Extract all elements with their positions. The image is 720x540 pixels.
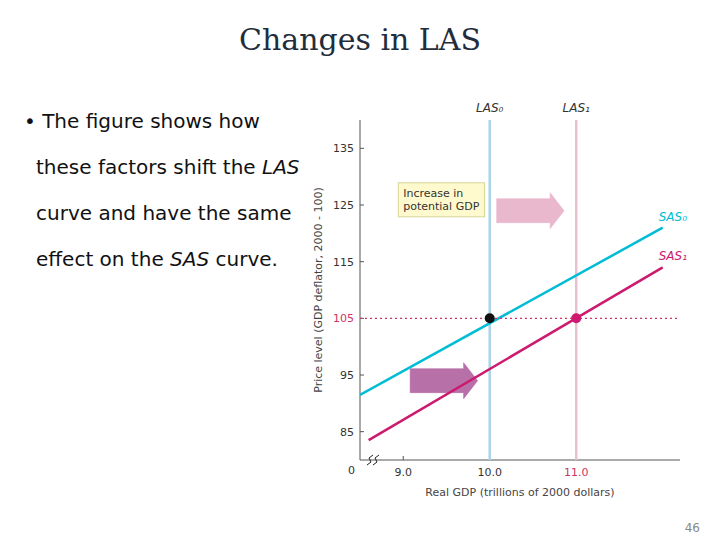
bullet-word: have — [136, 201, 191, 225]
y-tick-label: 95 — [340, 369, 354, 382]
x-axis-label: Real GDP (trillions of 2000 dollars) — [425, 486, 614, 499]
shift-arrow — [497, 193, 564, 229]
bullet-word: same — [231, 201, 292, 225]
bullet-word: figure — [79, 109, 143, 133]
bullet-word: SAS — [164, 247, 210, 271]
bullet-line: • The figure shows how — [24, 109, 260, 133]
y-tick-label: 125 — [333, 199, 354, 212]
bullet-line: these factors shift the LAS — [36, 155, 300, 179]
sas-line — [369, 267, 663, 440]
bullet-word: shows — [144, 109, 212, 133]
y-axis-label: Price level (GDP deflator, 2000 - 100) — [312, 187, 325, 393]
las-line — [575, 120, 578, 460]
plot-area — [360, 120, 680, 460]
bullet-word: curve. — [209, 247, 278, 271]
bullet-word: The — [36, 109, 80, 133]
annotation-box: Increase inpotential GDP — [398, 183, 484, 217]
x-tick-label: 11.0 — [564, 466, 589, 479]
bullet-word: curve — [36, 201, 92, 225]
origin-label: 0 — [348, 464, 355, 477]
bullet-word: how — [212, 109, 260, 133]
annotation-bg — [398, 183, 484, 217]
bullet-word: these — [36, 155, 92, 179]
annotation-line: Increase in — [403, 187, 463, 200]
bullet-word: the — [216, 155, 255, 179]
bullet-word: and — [92, 201, 136, 225]
axis-break — [373, 455, 379, 465]
title: Changes in LAS — [239, 22, 481, 57]
series-label: LAS₁ — [563, 101, 591, 115]
y-tick — [360, 261, 364, 262]
series-label: LAS₀ — [476, 101, 504, 115]
point — [485, 313, 495, 323]
y-tick-label: 115 — [333, 256, 354, 269]
annotation: Increase inpotential GDP — [403, 187, 479, 213]
bullet-word: the — [125, 247, 164, 271]
bullet-word: factors — [92, 155, 167, 179]
sas-line — [360, 228, 663, 395]
y-tick-label: 105 — [333, 312, 354, 325]
axis-break — [367, 455, 373, 465]
bullet-text: • The figure shows how these factors shif… — [24, 109, 300, 271]
bullet-word: shift — [167, 155, 217, 179]
series-labels: LAS₀ LAS₁ SAS₀ SAS₁ — [476, 101, 687, 263]
x-tick — [403, 456, 404, 460]
y-tick-label: 85 — [340, 426, 354, 439]
bullet-word: effect — [36, 247, 93, 271]
reference-line — [360, 318, 680, 319]
y-tick-label: 135 — [333, 142, 354, 155]
page-number: 46 — [685, 521, 700, 535]
bullet-line: effect on the SAS curve. — [36, 247, 278, 271]
bullet-word: on — [93, 247, 124, 271]
bullet-word: the — [191, 201, 230, 225]
y-tick — [360, 375, 364, 376]
las-line — [488, 120, 491, 460]
chart: Changes in LAS 9.0 10.0 11.0 85 95 105 115 125 13… — [0, 0, 720, 540]
bullet-word: • — [24, 109, 36, 133]
annotation-line: potential GDP — [403, 200, 479, 213]
bullet-word: LAS — [256, 155, 300, 179]
y-tick — [360, 431, 364, 432]
x-tick-label: 9.0 — [394, 466, 412, 479]
y-axis — [360, 120, 361, 460]
y-tick — [360, 148, 364, 149]
y-tick — [360, 205, 364, 206]
bullet-line: curve and have the same — [36, 201, 291, 225]
point — [571, 313, 581, 323]
series-label: SAS₁ — [659, 249, 687, 263]
series-label: SAS₀ — [659, 210, 687, 224]
x-tick-label: 10.0 — [477, 466, 502, 479]
x-axis — [360, 460, 680, 461]
